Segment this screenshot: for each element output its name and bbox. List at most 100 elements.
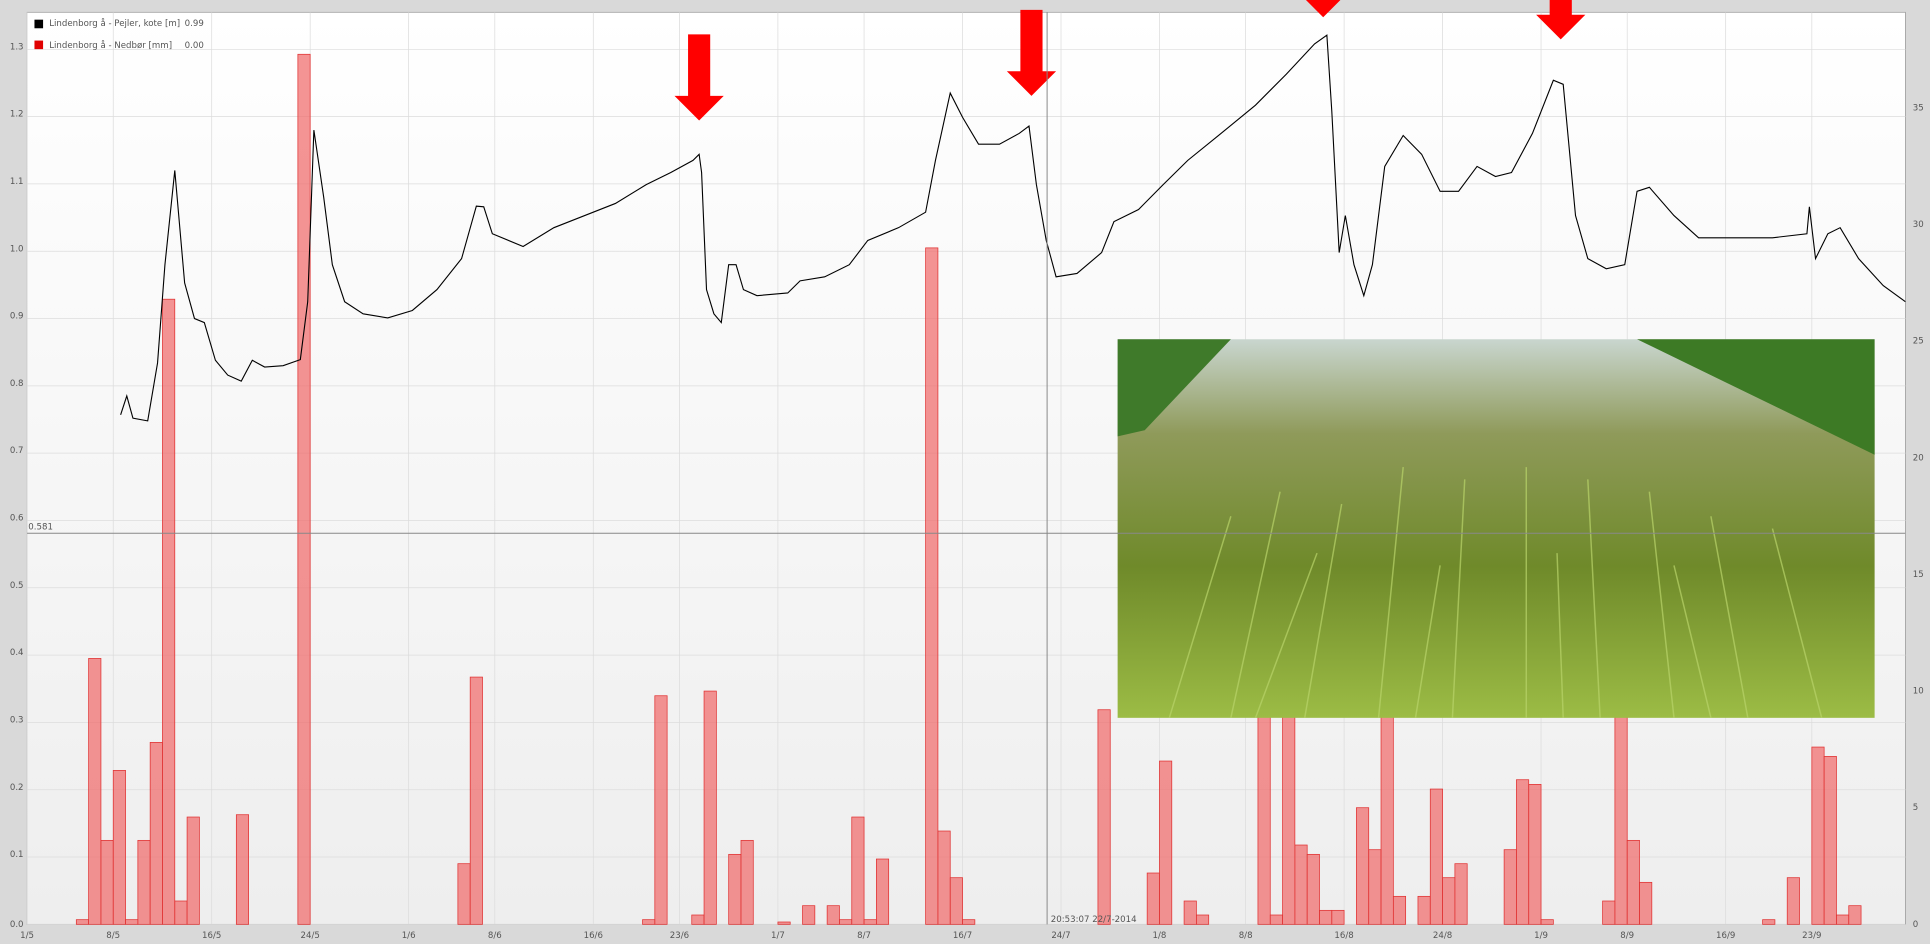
bar (298, 54, 310, 924)
bar (1393, 896, 1405, 924)
bar (175, 901, 187, 924)
bar (1455, 864, 1467, 925)
y2-tick-label: 15 (1913, 570, 1924, 580)
bar (1504, 850, 1516, 925)
bar (89, 658, 101, 924)
bar (101, 840, 113, 924)
x-tick-label: 8/9 (1620, 931, 1634, 941)
bar (113, 770, 125, 924)
y2-tick-label: 0 (1913, 920, 1918, 930)
bar (729, 854, 741, 924)
x-tick-label: 8/7 (857, 931, 871, 941)
cursor-time-label: 20:53:07 22/7-2014 (1051, 915, 1137, 925)
bar (704, 691, 716, 924)
bar (827, 906, 839, 925)
bar (1159, 761, 1171, 924)
bar (1627, 840, 1639, 924)
bar (1615, 691, 1627, 924)
x-tick-label: 24/5 (301, 931, 320, 941)
cursor-y-label: 0.581 (28, 523, 53, 533)
bar (1147, 873, 1159, 924)
bar (1356, 808, 1368, 925)
x-tick-label: 16/9 (1716, 931, 1735, 941)
y2-tick-label: 30 (1913, 220, 1924, 230)
y-tick-label: 0.6 (10, 514, 24, 524)
bar (1443, 878, 1455, 925)
x-tick-label: 8/8 (1239, 931, 1253, 941)
bar (692, 915, 704, 924)
y2-tick-label: 20 (1913, 453, 1924, 463)
x-tick-label: 23/6 (670, 931, 689, 941)
photo (1118, 339, 1875, 718)
x-tick-label: 1/5 (20, 931, 34, 941)
x-tick-label: 1/7 (771, 931, 785, 941)
y-tick-label: 0.4 (10, 648, 24, 658)
bar (187, 817, 199, 924)
y-tick-label: 0.0 (10, 920, 24, 930)
bar (1640, 882, 1652, 924)
x-tick-label: 1/8 (1153, 931, 1167, 941)
y-tick-label: 1.0 (10, 244, 24, 254)
legend-readout: 0.00 (185, 41, 204, 51)
bar (76, 920, 88, 925)
x-tick-label: 16/6 (584, 931, 603, 941)
bar (926, 248, 938, 924)
bar (778, 922, 790, 924)
legend-swatch (34, 41, 43, 50)
bar (1184, 901, 1196, 924)
bar (236, 815, 248, 925)
bar (655, 696, 667, 925)
bar (876, 859, 888, 924)
x-tick-label: 1/9 (1534, 931, 1548, 941)
legend-label: Lindenborg å - Nedbør [mm] (49, 40, 172, 51)
y-tick-label: 0.5 (10, 581, 24, 591)
bar (1516, 780, 1528, 925)
y-tick-label: 0.2 (10, 783, 24, 793)
bar (1812, 747, 1824, 924)
bar (150, 742, 162, 924)
bar (1319, 910, 1331, 924)
bar (1270, 915, 1282, 924)
y-tick-label: 0.8 (10, 379, 24, 389)
bar (950, 878, 962, 925)
y-tick-label: 1.2 (10, 110, 24, 120)
bar (938, 831, 950, 924)
bar (852, 817, 864, 924)
x-tick-label: 24/7 (1051, 931, 1070, 941)
bar (1824, 756, 1836, 924)
y2-tick-label: 5 (1913, 803, 1918, 813)
legend-label: Lindenborg å - Pejler, kote [m] (49, 18, 180, 29)
y-tick-label: 1.3 (10, 42, 24, 52)
y-tick-label: 0.3 (10, 715, 24, 725)
x-tick-label: 23/9 (1802, 931, 1821, 941)
x-tick-label: 16/8 (1334, 931, 1353, 941)
bar (1098, 710, 1110, 925)
bar (803, 906, 815, 925)
bar (1529, 784, 1541, 924)
bar (1307, 854, 1319, 924)
bar (1332, 910, 1344, 924)
bar (1787, 878, 1799, 925)
legend-swatch (34, 20, 43, 29)
bar (1295, 845, 1307, 924)
y2-tick-label: 25 (1913, 337, 1924, 347)
bar (1541, 920, 1553, 925)
bar (864, 920, 876, 925)
bar (1196, 915, 1208, 924)
bar (458, 864, 470, 925)
bar (126, 920, 138, 925)
x-tick-label: 16/7 (953, 931, 972, 941)
bar (963, 920, 975, 925)
bar (162, 299, 174, 924)
x-tick-label: 1/6 (402, 931, 416, 941)
x-tick-label: 16/5 (202, 931, 221, 941)
bar (741, 840, 753, 924)
bar (839, 920, 851, 925)
bar (1763, 920, 1775, 925)
y-tick-label: 0.7 (10, 446, 24, 456)
bar (1849, 906, 1861, 925)
y-tick-label: 0.1 (10, 850, 24, 860)
y2-tick-label: 35 (1913, 103, 1924, 113)
